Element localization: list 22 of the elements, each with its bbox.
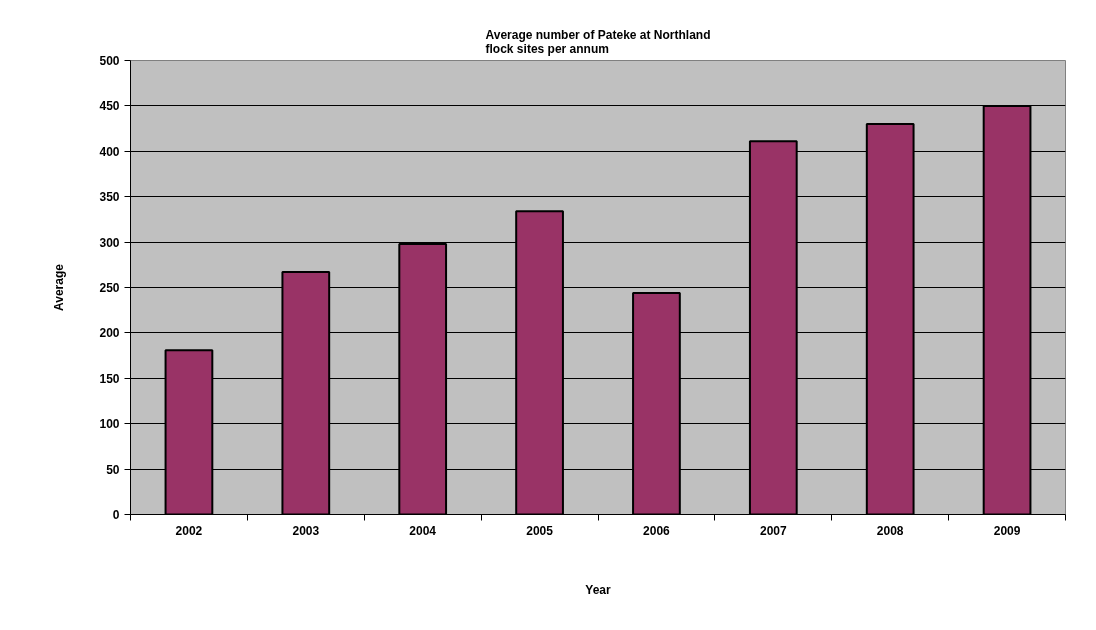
y-tick-label: 150 <box>99 371 120 386</box>
y-tick-label: 200 <box>99 326 120 341</box>
x-tick-label: 2007 <box>759 523 787 538</box>
x-tick-label: 2002 <box>175 523 203 538</box>
y-tick-label: 0 <box>112 508 120 522</box>
x-tick-label: 2008 <box>876 523 904 538</box>
x-tick-label: 2009 <box>993 523 1021 538</box>
y-tick-label: 350 <box>99 190 120 205</box>
y-axis-title: Average <box>52 263 67 311</box>
x-tick-label: 2003 <box>292 523 320 538</box>
chart-title: Average number of Pateke at Northland flock sites per annum <box>485 27 711 56</box>
x-tick-label: 2006 <box>643 523 671 538</box>
y-tick-label: 300 <box>99 235 120 250</box>
y-tick-label: 400 <box>99 144 120 159</box>
y-tick-label: 100 <box>99 417 120 432</box>
y-tick-label: 250 <box>99 281 120 295</box>
y-tick-label: 450 <box>99 99 120 114</box>
x-axis-title: Year <box>585 582 612 597</box>
y-tick-label: 50 <box>106 462 120 477</box>
y-tick-label: 500 <box>99 54 120 68</box>
x-tick-label: 2004 <box>409 523 437 538</box>
x-tick-label: 2005 <box>526 523 554 538</box>
